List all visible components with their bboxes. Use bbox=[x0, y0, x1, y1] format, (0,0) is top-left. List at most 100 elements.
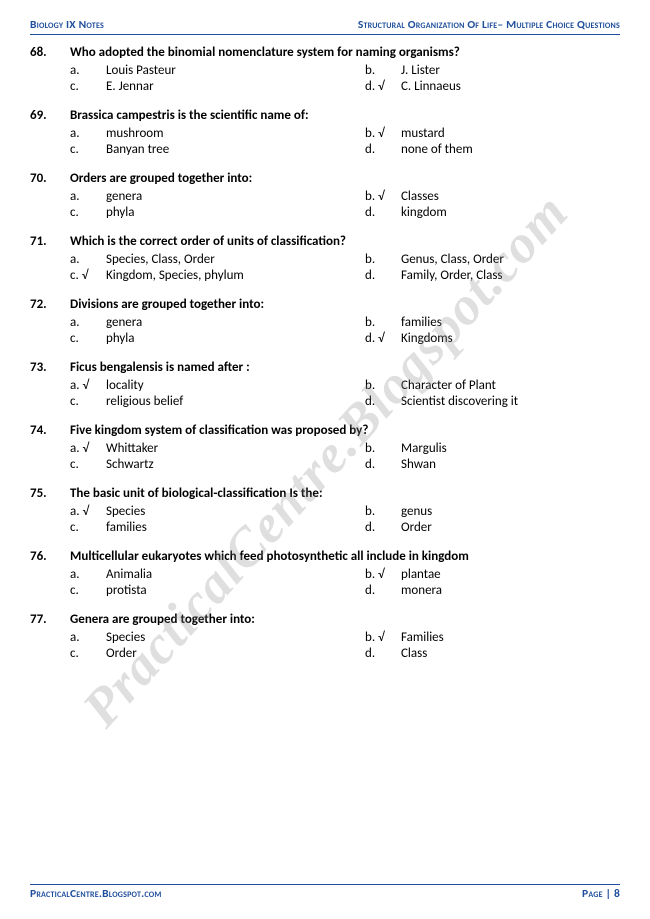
option-label: b. bbox=[325, 315, 401, 330]
option-row: a.Louis Pasteurb.J. Lister bbox=[30, 63, 620, 78]
option-text: J. Lister bbox=[401, 63, 620, 78]
option-text: E. Jennar bbox=[106, 79, 325, 94]
question-text: Genera are grouped together into: bbox=[70, 612, 620, 627]
option-row: c.religious beliefd.Scientist discoverin… bbox=[30, 394, 620, 409]
option-text: Scientist discovering it bbox=[401, 394, 620, 409]
option-label: d. √ bbox=[325, 331, 401, 346]
question-block: 68.Who adopted the binomial nomenclature… bbox=[30, 45, 620, 94]
option: d. √Kingdoms bbox=[325, 331, 620, 346]
option-text: Louis Pasteur bbox=[106, 63, 325, 78]
option-text: families bbox=[106, 520, 325, 535]
option-text: Whittaker bbox=[106, 441, 325, 456]
option: c.Schwartz bbox=[30, 457, 325, 472]
question-block: 73.Ficus bengalensis is named after : a. … bbox=[30, 360, 620, 409]
option: a. √locality bbox=[30, 378, 325, 393]
question-number: 75. bbox=[30, 486, 70, 501]
option-text: Species, Class, Order bbox=[106, 252, 325, 267]
option-label: a. √ bbox=[30, 504, 106, 519]
question-block: 71.Which is the correct order of units o… bbox=[30, 234, 620, 283]
question-number: 70. bbox=[30, 171, 70, 186]
option-text: Margulis bbox=[401, 441, 620, 456]
question-number: 77. bbox=[30, 612, 70, 627]
option: a.Species bbox=[30, 630, 325, 645]
option-row: c.Banyan treed.none of them bbox=[30, 142, 620, 157]
option-label: a. bbox=[30, 567, 106, 582]
question-row: 69.Brassica campestris is the scientific… bbox=[30, 108, 620, 123]
questions-container: 68.Who adopted the binomial nomenclature… bbox=[30, 45, 620, 661]
footer-left: PracticalCentre.Blogspot.com bbox=[30, 887, 162, 901]
option-row: a.Animaliab. √plantae bbox=[30, 567, 620, 582]
question-row: 68.Who adopted the binomial nomenclature… bbox=[30, 45, 620, 60]
option-text: Shwan bbox=[401, 457, 620, 472]
option-text: kingdom bbox=[401, 205, 620, 220]
option-text: Kingdom, Species, phylum bbox=[106, 268, 325, 283]
option-label: d. √ bbox=[325, 79, 401, 94]
option-label: b. bbox=[325, 441, 401, 456]
option: d.Family, Order, Class bbox=[325, 268, 620, 283]
option-label: a. bbox=[30, 252, 106, 267]
question-number: 71. bbox=[30, 234, 70, 249]
option: b.J. Lister bbox=[325, 63, 620, 78]
question-row: 74.Five kingdom system of classification… bbox=[30, 423, 620, 438]
option-row: a.generab. √Classes bbox=[30, 189, 620, 204]
option: a.Animalia bbox=[30, 567, 325, 582]
option-label: b. bbox=[325, 63, 401, 78]
option-label: c. bbox=[30, 646, 106, 661]
option: a.Louis Pasteur bbox=[30, 63, 325, 78]
option-row: c.phylad. √Kingdoms bbox=[30, 331, 620, 346]
option: c.Order bbox=[30, 646, 325, 661]
option-label: a. bbox=[30, 630, 106, 645]
option-label: a. bbox=[30, 126, 106, 141]
page-header: Biology IX Notes Structural Organization… bbox=[30, 18, 620, 35]
option-text: Banyan tree bbox=[106, 142, 325, 157]
option-text: protista bbox=[106, 583, 325, 598]
option-label: d. bbox=[325, 142, 401, 157]
question-number: 68. bbox=[30, 45, 70, 60]
option-label: c. bbox=[30, 520, 106, 535]
option-text: monera bbox=[401, 583, 620, 598]
option-label: c. bbox=[30, 457, 106, 472]
option-label: d. bbox=[325, 205, 401, 220]
option: c.E. Jennar bbox=[30, 79, 325, 94]
option: c. √Kingdom, Species, phylum bbox=[30, 268, 325, 283]
question-block: 75.The basic unit of biological-classifi… bbox=[30, 486, 620, 535]
option: d.kingdom bbox=[325, 205, 620, 220]
option: b. √mustard bbox=[325, 126, 620, 141]
option-label: a. √ bbox=[30, 441, 106, 456]
option: a. √Species bbox=[30, 504, 325, 519]
question-block: 69.Brassica campestris is the scientific… bbox=[30, 108, 620, 157]
option: b.Character of Plant bbox=[325, 378, 620, 393]
option-label: a. bbox=[30, 189, 106, 204]
option: c.protista bbox=[30, 583, 325, 598]
question-block: 74.Five kingdom system of classification… bbox=[30, 423, 620, 472]
option: b.Margulis bbox=[325, 441, 620, 456]
option-row: a.Speciesb. √Families bbox=[30, 630, 620, 645]
option-text: locality bbox=[106, 378, 325, 393]
option: b. √Classes bbox=[325, 189, 620, 204]
option-label: b. bbox=[325, 504, 401, 519]
option-text: Classes bbox=[401, 189, 620, 204]
page-footer: PracticalCentre.Blogspot.com Page | 8 bbox=[30, 884, 620, 901]
option-text: Schwartz bbox=[106, 457, 325, 472]
option-text: Family, Order, Class bbox=[401, 268, 620, 283]
option: c.Banyan tree bbox=[30, 142, 325, 157]
option-label: b. √ bbox=[325, 567, 401, 582]
option: d.Class bbox=[325, 646, 620, 661]
question-text: Five kingdom system of classification wa… bbox=[70, 423, 620, 438]
question-row: 71.Which is the correct order of units o… bbox=[30, 234, 620, 249]
question-number: 74. bbox=[30, 423, 70, 438]
page: Biology IX Notes Structural Organization… bbox=[0, 0, 650, 919]
option: b.genus bbox=[325, 504, 620, 519]
option-row: a. √Speciesb.genus bbox=[30, 504, 620, 519]
question-row: 73.Ficus bengalensis is named after : bbox=[30, 360, 620, 375]
option-text: religious belief bbox=[106, 394, 325, 409]
option: b.Genus, Class, Order bbox=[325, 252, 620, 267]
option-text: Families bbox=[401, 630, 620, 645]
option-label: c. bbox=[30, 331, 106, 346]
option-row: a.generab.families bbox=[30, 315, 620, 330]
option-text: families bbox=[401, 315, 620, 330]
option-text: Animalia bbox=[106, 567, 325, 582]
option-text: phyla bbox=[106, 331, 325, 346]
header-left: Biology IX Notes bbox=[30, 18, 104, 32]
option-label: c. bbox=[30, 394, 106, 409]
